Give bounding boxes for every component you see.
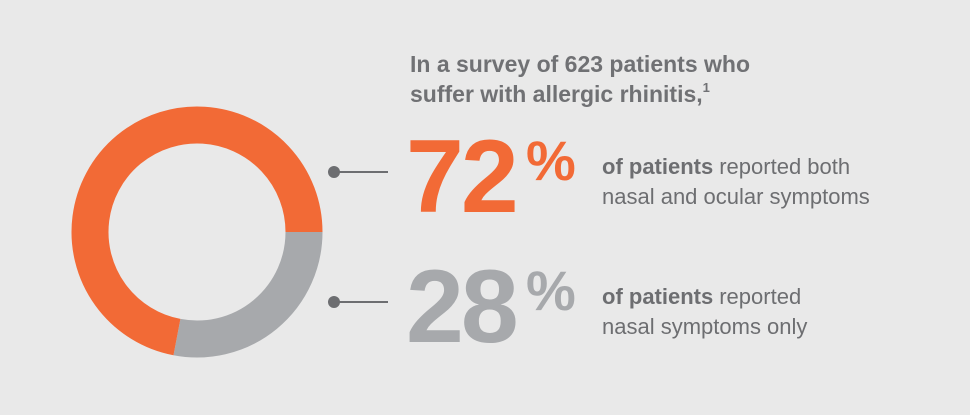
description-text: reported — [719, 284, 801, 309]
stat-unit: % — [526, 129, 576, 192]
donut-segment — [71, 106, 323, 356]
donut-segment — [173, 231, 323, 358]
headline: In a survey of 623 patients who suffer wi… — [410, 51, 750, 107]
description-text: nasal symptoms only — [602, 314, 807, 339]
description-text: nasal and ocular symptoms — [602, 184, 870, 209]
stat-value: 72 — [406, 119, 516, 235]
stat-unit: % — [526, 259, 576, 322]
description-text: reported both — [719, 154, 850, 179]
description-emphasis: of patients — [602, 154, 713, 179]
stat-description: of patients reported nasal symptoms only — [602, 284, 807, 339]
stat-description: of patients reported both nasal and ocular… — [602, 154, 870, 209]
footnote-marker: 1 — [703, 80, 710, 95]
headline-line: suffer with allergic rhinitis, — [410, 81, 703, 107]
description-emphasis: of patients — [602, 284, 713, 309]
headline-line: In a survey of 623 patients who — [410, 51, 750, 77]
stat-value: 28 — [406, 249, 516, 365]
